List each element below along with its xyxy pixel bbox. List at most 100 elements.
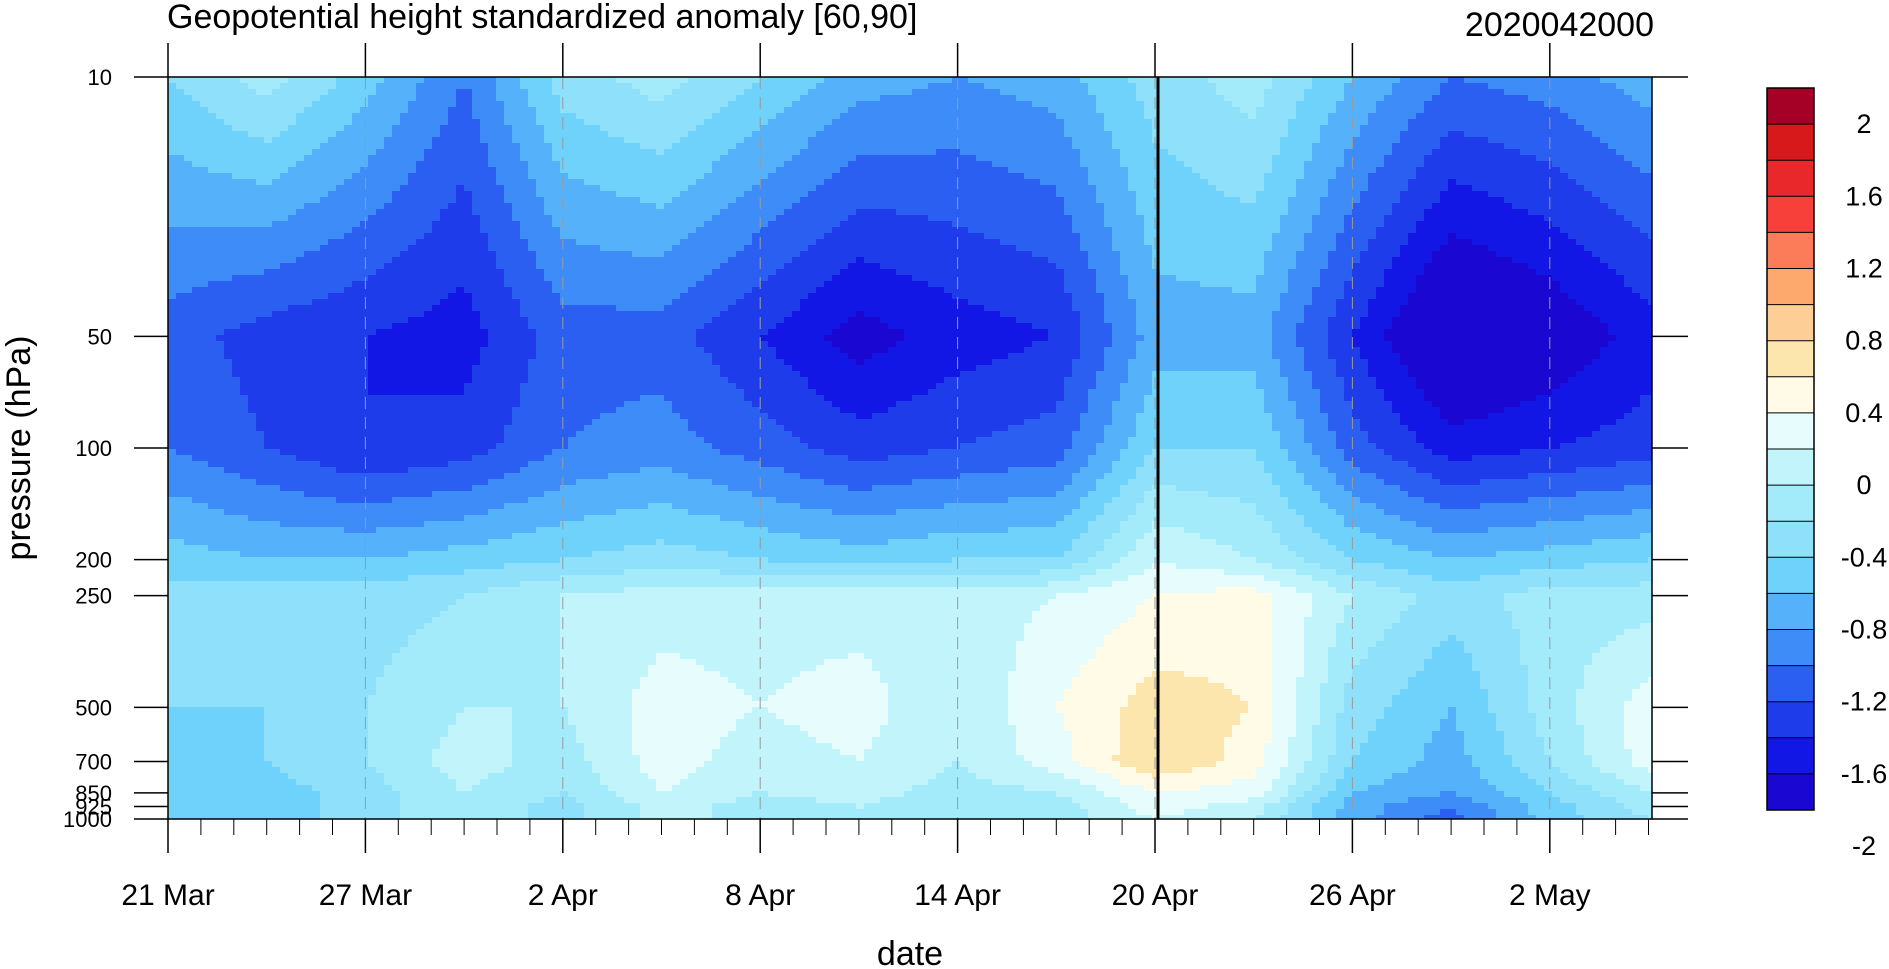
contour-cell xyxy=(1304,95,1313,102)
contour-cell xyxy=(1304,161,1313,168)
contour-cell xyxy=(1272,107,1281,114)
contour-cell xyxy=(872,191,881,198)
contour-cell xyxy=(1208,203,1217,210)
contour-cell xyxy=(352,179,361,186)
contour-cell xyxy=(424,131,433,138)
contour-cell xyxy=(216,221,225,228)
contour-cell xyxy=(1096,221,1105,228)
contour-cell xyxy=(200,179,209,186)
contour-cell xyxy=(1304,137,1313,144)
contour-cell xyxy=(1040,227,1049,234)
contour-cell xyxy=(672,113,681,120)
contour-cell xyxy=(976,143,985,150)
contour-cell xyxy=(1216,167,1225,174)
contour-cell xyxy=(976,113,985,120)
contour-cell xyxy=(744,173,753,180)
contour-cell xyxy=(1264,89,1273,96)
contour-cell xyxy=(256,227,265,234)
contour-cell xyxy=(248,167,257,174)
contour-cell xyxy=(1296,203,1305,210)
contour-cell xyxy=(504,101,513,108)
contour-cell xyxy=(400,95,409,102)
contour-cell xyxy=(824,119,833,126)
contour-cell xyxy=(168,131,177,138)
contour-cell xyxy=(808,215,817,222)
contour-cell xyxy=(488,137,497,144)
contour-cell xyxy=(728,155,737,162)
contour-cell xyxy=(1608,119,1617,126)
contour-cell xyxy=(496,101,505,108)
contour-cell xyxy=(1528,143,1537,150)
contour-cell xyxy=(1504,161,1513,168)
contour-cell xyxy=(952,77,961,84)
contour-cell xyxy=(1488,101,1497,108)
contour-cell xyxy=(656,107,665,114)
contour-cell xyxy=(784,107,793,114)
contour-cell xyxy=(1416,149,1425,156)
contour-cell xyxy=(416,83,425,90)
contour-cell xyxy=(464,233,473,240)
contour-cell xyxy=(272,113,281,120)
contour-cell xyxy=(1376,161,1385,168)
contour-cell xyxy=(952,209,961,216)
contour-cell xyxy=(272,119,281,126)
contour-cell xyxy=(608,161,617,168)
contour-cell xyxy=(1088,131,1097,138)
contour-cell xyxy=(720,203,729,210)
contour-cell xyxy=(1176,227,1185,234)
contour-cell xyxy=(536,137,545,144)
contour-cell xyxy=(208,143,217,150)
contour-cell xyxy=(920,149,929,156)
contour-cell xyxy=(1304,107,1313,114)
contour-cell xyxy=(544,167,553,174)
contour-cell xyxy=(952,221,961,228)
contour-cell xyxy=(832,77,841,84)
contour-cell xyxy=(1464,227,1473,234)
contour-cell xyxy=(272,155,281,162)
contour-cell xyxy=(1072,197,1081,204)
contour-cell xyxy=(1496,191,1505,198)
contour-cell xyxy=(984,185,993,192)
contour-cell xyxy=(1544,155,1553,162)
contour-cell xyxy=(408,131,417,138)
contour-cell xyxy=(1480,77,1489,84)
contour-cell xyxy=(1048,215,1057,222)
contour-cell xyxy=(288,185,297,192)
contour-cell xyxy=(872,179,881,186)
contour-cell xyxy=(176,155,185,162)
contour-cell xyxy=(224,143,233,150)
contour-cell xyxy=(840,209,849,216)
contour-cell xyxy=(352,233,361,240)
contour-cell xyxy=(1184,143,1193,150)
contour-cell xyxy=(520,107,529,114)
contour-cell xyxy=(936,233,945,240)
contour-cell xyxy=(328,155,337,162)
contour-cell xyxy=(512,83,521,90)
contour-cell xyxy=(336,89,345,96)
contour-cell xyxy=(1080,203,1089,210)
contour-cell xyxy=(528,203,537,210)
contour-cell xyxy=(1472,203,1481,210)
contour-cell xyxy=(192,203,201,210)
contour-cell xyxy=(1328,221,1337,228)
contour-cell xyxy=(872,161,881,168)
contour-cell xyxy=(1160,107,1169,114)
contour-cell xyxy=(1528,155,1537,162)
contour-cell xyxy=(456,155,465,162)
contour-cell xyxy=(1448,197,1457,204)
contour-cell xyxy=(584,137,593,144)
contour-cell xyxy=(1424,131,1433,138)
contour-cell xyxy=(1368,119,1377,126)
contour-cell xyxy=(1584,101,1593,108)
contour-cell xyxy=(1464,167,1473,174)
contour-cell xyxy=(1096,233,1105,240)
contour-cell xyxy=(1248,173,1257,180)
contour-cell xyxy=(200,113,209,120)
contour-cell xyxy=(944,113,953,120)
contour-cell xyxy=(840,167,849,174)
contour-cell xyxy=(344,227,353,234)
contour-cell xyxy=(1144,209,1153,216)
contour-cell xyxy=(224,173,233,180)
contour-cell xyxy=(512,107,521,114)
contour-cell xyxy=(1584,155,1593,162)
